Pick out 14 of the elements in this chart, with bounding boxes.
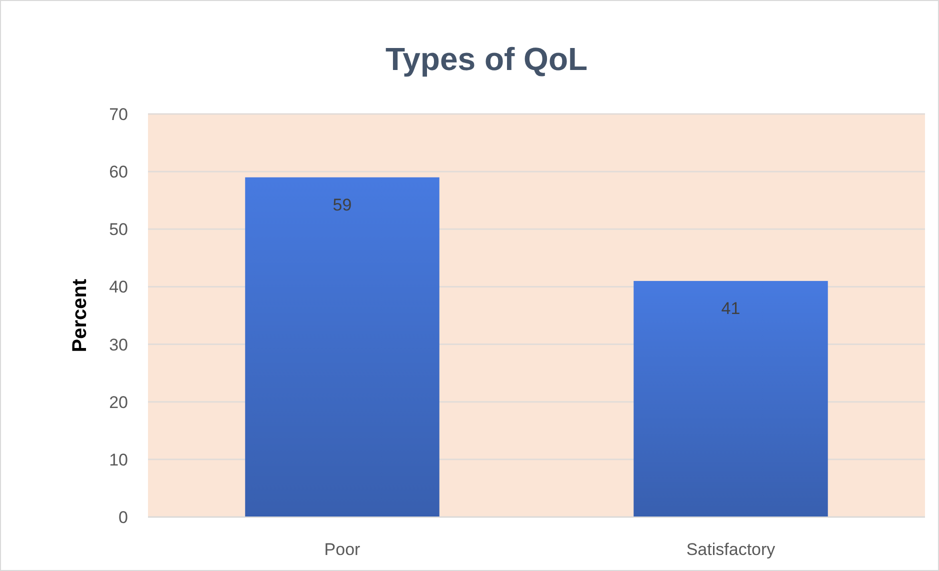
- y-tick-label: 20: [109, 392, 128, 412]
- y-tick-label: 70: [109, 105, 128, 124]
- x-tick-label: Poor: [324, 540, 361, 559]
- y-tick-label: 60: [109, 162, 128, 182]
- y-tick-label: 40: [109, 278, 128, 297]
- y-tick-label: 50: [109, 220, 128, 240]
- y-tick-label: 10: [109, 450, 128, 470]
- chart-title: Types of QoL: [385, 41, 588, 77]
- y-tick-label: 30: [109, 335, 128, 354]
- y-axis-title: Percent: [69, 278, 91, 352]
- data-label: 41: [721, 298, 740, 318]
- y-tick-label: 0: [118, 508, 128, 527]
- data-label: 59: [332, 195, 352, 214]
- x-tick-label: Satisfactory: [686, 540, 776, 559]
